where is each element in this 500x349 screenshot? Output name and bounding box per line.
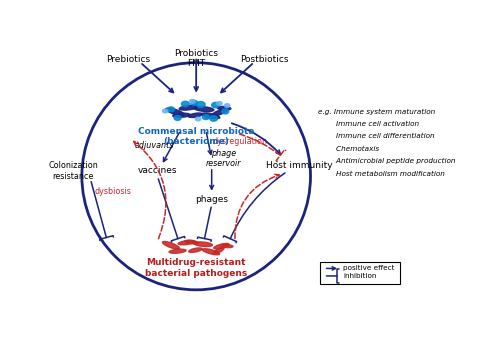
Text: Multidrug-resistant
bacterial pathogens: Multidrug-resistant bacterial pathogens bbox=[145, 258, 248, 277]
Circle shape bbox=[212, 102, 220, 108]
Ellipse shape bbox=[184, 240, 198, 244]
Circle shape bbox=[196, 102, 205, 107]
Text: Postbiotics: Postbiotics bbox=[240, 55, 288, 64]
Text: phage
reservoir: phage reservoir bbox=[206, 149, 241, 169]
Ellipse shape bbox=[188, 248, 202, 252]
Ellipse shape bbox=[188, 113, 202, 118]
Text: Host immunity: Host immunity bbox=[266, 161, 332, 170]
Text: adjuvants: adjuvants bbox=[135, 141, 174, 150]
Circle shape bbox=[202, 115, 209, 120]
Ellipse shape bbox=[218, 106, 231, 110]
Circle shape bbox=[168, 107, 174, 112]
Ellipse shape bbox=[214, 243, 229, 249]
Text: Prebiotics: Prebiotics bbox=[106, 55, 150, 64]
Text: positive effect: positive effect bbox=[343, 266, 394, 272]
Text: Immune cell activation: Immune cell activation bbox=[318, 121, 420, 127]
Ellipse shape bbox=[202, 113, 220, 119]
Text: dysregulation: dysregulation bbox=[212, 137, 268, 146]
Text: Host metabolism modification: Host metabolism modification bbox=[318, 171, 445, 177]
Circle shape bbox=[191, 101, 198, 105]
Ellipse shape bbox=[212, 110, 226, 116]
FancyBboxPatch shape bbox=[320, 262, 400, 284]
Text: Chemotaxis: Chemotaxis bbox=[318, 146, 380, 152]
Text: Commensal microbiota
(bacteriome): Commensal microbiota (bacteriome) bbox=[138, 127, 254, 146]
Ellipse shape bbox=[169, 249, 186, 253]
Circle shape bbox=[216, 102, 222, 105]
Text: phages: phages bbox=[195, 195, 228, 203]
Text: vaccines: vaccines bbox=[138, 166, 177, 175]
Text: inhibition: inhibition bbox=[343, 273, 376, 279]
Ellipse shape bbox=[180, 105, 198, 110]
Ellipse shape bbox=[178, 240, 195, 245]
Circle shape bbox=[196, 117, 201, 121]
Ellipse shape bbox=[214, 247, 224, 254]
Circle shape bbox=[162, 109, 168, 113]
Ellipse shape bbox=[202, 249, 220, 255]
Ellipse shape bbox=[166, 108, 184, 116]
Circle shape bbox=[210, 116, 218, 121]
Circle shape bbox=[190, 99, 195, 103]
Ellipse shape bbox=[162, 242, 180, 249]
Text: Antimicrobial peptide production: Antimicrobial peptide production bbox=[318, 158, 456, 164]
Ellipse shape bbox=[194, 242, 212, 246]
Circle shape bbox=[174, 116, 181, 120]
Text: dysbiosis: dysbiosis bbox=[94, 186, 132, 195]
Text: Colonization
resistance: Colonization resistance bbox=[48, 161, 98, 180]
Ellipse shape bbox=[222, 245, 233, 248]
Ellipse shape bbox=[194, 106, 214, 112]
Ellipse shape bbox=[173, 113, 190, 117]
Circle shape bbox=[224, 104, 230, 107]
Circle shape bbox=[222, 109, 228, 114]
Text: Immune cell differentiation: Immune cell differentiation bbox=[318, 133, 435, 140]
Text: Probiotics
FMT: Probiotics FMT bbox=[174, 49, 218, 68]
Text: e.g. Immune system maturation: e.g. Immune system maturation bbox=[318, 109, 436, 115]
Circle shape bbox=[182, 101, 189, 107]
